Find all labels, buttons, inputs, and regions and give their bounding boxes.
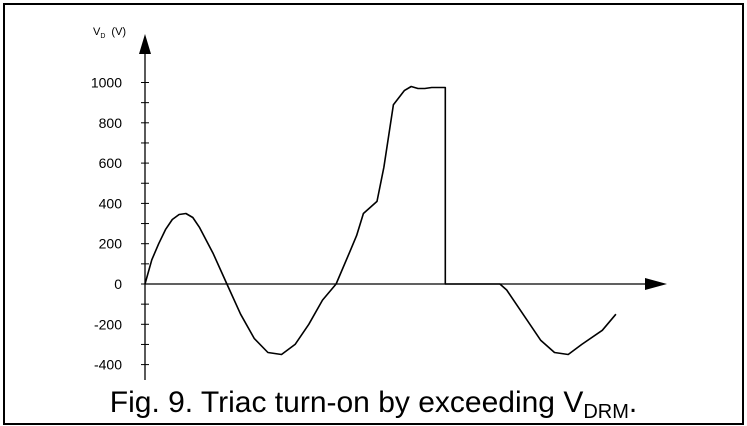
y-tick-label: -200 (94, 316, 122, 332)
series-line (144, 85, 617, 356)
figure-caption: Fig. 9. Triac turn-on by exceeding VDRM. (0, 386, 747, 423)
y-tick-label: 0 (114, 276, 122, 292)
y-axis-label: VD (V) (93, 26, 126, 40)
y-tick-label: 400 (99, 195, 123, 211)
caption-prefix: Fig. 9. Triac turn-on by exceeding V (109, 386, 584, 419)
x-axis-arrow (645, 278, 667, 290)
caption-subscript: DRM (583, 401, 629, 423)
y-ticks (141, 82, 149, 366)
y-tick-label: 1000 (91, 75, 122, 91)
figure-frame (3, 3, 744, 425)
y-tick-labels: -400 -200 0 200 400 600 800 1000 (91, 75, 122, 373)
caption-suffix: . (628, 386, 638, 419)
y-axis-arrow (139, 34, 151, 54)
y-tick-label: 600 (99, 155, 123, 171)
axes: VD (V) (93, 26, 667, 380)
y-tick-label: -400 (94, 357, 122, 373)
y-tick-label: 200 (99, 236, 123, 252)
y-tick-label: 800 (99, 115, 123, 131)
